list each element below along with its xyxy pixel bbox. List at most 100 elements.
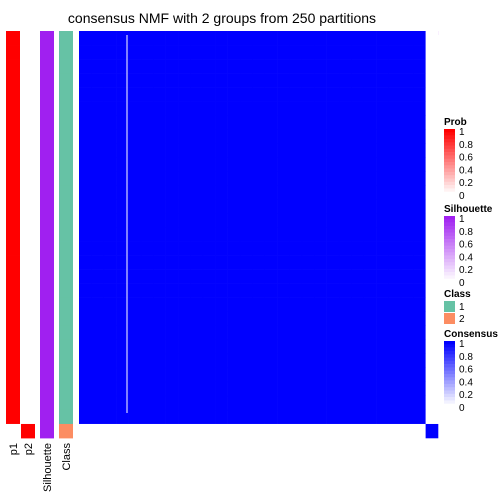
consensus-cell-16-24 xyxy=(376,256,389,270)
annotation-cell-silhouette-15 xyxy=(40,242,54,256)
legend-tick-prob-0: 1 xyxy=(459,127,465,138)
consensus-cell-13-7 xyxy=(166,213,179,227)
consensus-cell-12-28 xyxy=(426,199,439,213)
consensus-cell-25-28 xyxy=(426,382,439,396)
consensus-cell-3-1 xyxy=(91,73,104,87)
consensus-cell-1-18 xyxy=(302,45,315,59)
consensus-cell-1-2 xyxy=(104,45,117,59)
annotation-cell-class-11 xyxy=(59,185,73,199)
consensus-cell-26-15 xyxy=(265,396,278,410)
consensus-cell-22-1 xyxy=(91,340,104,354)
consensus-cell-15-2 xyxy=(104,242,117,256)
consensus-cell-18-1 xyxy=(91,284,104,298)
consensus-cell-9-13 xyxy=(240,157,253,171)
consensus-cell-13-20 xyxy=(327,213,340,227)
consensus-cell-13-17 xyxy=(289,213,302,227)
annotation-cell-silhouette-6 xyxy=(40,115,54,129)
consensus-cell-8-27 xyxy=(413,143,426,157)
consensus-cell-0-27 xyxy=(413,31,426,45)
consensus-cell-25-5 xyxy=(141,382,154,396)
consensus-cell-15-22 xyxy=(351,242,364,256)
consensus-cell-11-28 xyxy=(426,185,439,199)
annotation-cell-silhouette-13 xyxy=(40,213,54,227)
consensus-cell-3-13 xyxy=(240,73,253,87)
annotation-label-p2: p2 xyxy=(23,443,35,455)
consensus-cell-19-10 xyxy=(203,298,216,312)
consensus-cell-13-27 xyxy=(413,213,426,227)
consensus-cell-20-16 xyxy=(277,312,290,326)
consensus-cell-15-0 xyxy=(79,242,92,256)
consensus-cell-27-0 xyxy=(79,410,92,424)
consensus-cell-22-28 xyxy=(426,340,439,354)
consensus-cell-27-15 xyxy=(265,410,278,424)
consensus-cell-25-4 xyxy=(129,382,142,396)
consensus-cell-11-17 xyxy=(289,185,302,199)
consensus-cell-24-22 xyxy=(351,368,364,382)
annotation-cell-silhouette-27 xyxy=(40,410,54,424)
consensus-cell-8-1 xyxy=(91,143,104,157)
consensus-cell-8-5 xyxy=(141,143,154,157)
consensus-cell-11-2 xyxy=(104,185,117,199)
consensus-cell-5-2 xyxy=(104,101,117,115)
consensus-cell-10-20 xyxy=(327,171,340,185)
consensus-cell-14-4 xyxy=(129,227,142,241)
consensus-cell-7-18 xyxy=(302,129,315,143)
consensus-cell-23-2 xyxy=(104,354,117,368)
consensus-cell-24-0 xyxy=(79,368,92,382)
consensus-cell-22-6 xyxy=(153,340,166,354)
consensus-cell-7-15 xyxy=(265,129,278,143)
annotation-cell-silhouette-2 xyxy=(40,59,54,73)
consensus-cell-26-16 xyxy=(277,396,290,410)
consensus-cell-14-7 xyxy=(166,227,179,241)
legend-gradient-consensus-6 xyxy=(444,361,455,365)
legend-tick-consensus-5: 0 xyxy=(459,403,465,414)
consensus-cell-4-28 xyxy=(426,87,439,101)
consensus-cell-11-25 xyxy=(388,185,401,199)
consensus-cell-4-13 xyxy=(240,87,253,101)
annotation-cell-p1-20 xyxy=(6,312,20,326)
consensus-cell-18-4 xyxy=(129,284,142,298)
consensus-cell-4-25 xyxy=(388,87,401,101)
annotation-cell-p2-18 xyxy=(21,284,35,298)
annotation-cell-silhouette-7 xyxy=(40,129,54,143)
consensus-cell-3-11 xyxy=(215,73,228,87)
legend-gradient-prob-17 xyxy=(444,185,455,189)
consensus-cell-22-11 xyxy=(215,340,228,354)
consensus-cell-24-1 xyxy=(91,368,104,382)
legend-tick-prob-1: 0.8 xyxy=(459,140,473,151)
consensus-cell-8-21 xyxy=(339,143,352,157)
consensus-cell-2-4 xyxy=(129,59,142,73)
annotation-cell-p1-25 xyxy=(6,382,20,396)
consensus-cell-27-18 xyxy=(302,410,315,424)
consensus-cell-16-19 xyxy=(314,256,327,270)
consensus-cell-11-8 xyxy=(178,185,191,199)
consensus-cell-28-25 xyxy=(388,424,401,438)
consensus-cell-12-14 xyxy=(252,199,265,213)
consensus-cell-23-12 xyxy=(228,354,241,368)
legend-gradient-consensus-13 xyxy=(444,384,455,388)
annotation-cell-p2-20 xyxy=(21,312,35,326)
annotation-cell-p2-2 xyxy=(21,59,35,73)
consensus-cell-25-9 xyxy=(190,382,203,396)
consensus-cell-24-10 xyxy=(203,368,216,382)
consensus-cell-19-5 xyxy=(141,298,154,312)
consensus-cell-27-19 xyxy=(314,410,327,424)
consensus-cell-26-2 xyxy=(104,396,117,410)
consensus-cell-10-16 xyxy=(277,171,290,185)
consensus-cell-7-7 xyxy=(166,129,179,143)
consensus-cell-12-17 xyxy=(289,199,302,213)
legend-tick-prob-3: 0.4 xyxy=(459,165,473,176)
consensus-cell-7-1 xyxy=(91,129,104,143)
consensus-cell-23-1 xyxy=(91,354,104,368)
consensus-cell-15-19 xyxy=(314,242,327,256)
consensus-cell-28-27 xyxy=(413,424,426,438)
consensus-cell-28-5 xyxy=(141,424,154,438)
consensus-cell-13-14 xyxy=(252,213,265,227)
consensus-cell-0-13 xyxy=(240,31,253,45)
consensus-cell-14-19 xyxy=(314,227,327,241)
annotation-cell-class-12 xyxy=(59,199,73,213)
consensus-cell-6-25 xyxy=(388,115,401,129)
consensus-cell-28-18 xyxy=(302,424,315,438)
consensus-cell-25-7 xyxy=(166,382,179,396)
consensus-cell-17-10 xyxy=(203,270,216,284)
